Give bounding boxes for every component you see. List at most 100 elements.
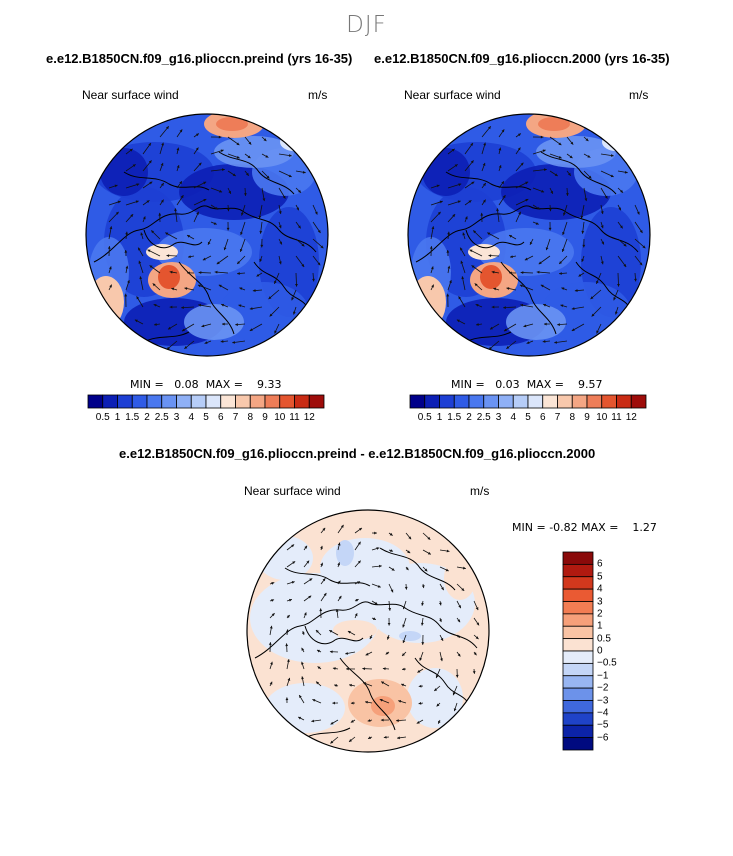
wind-vector-head	[618, 207, 621, 211]
wind-vector-head	[365, 700, 368, 704]
panel-3-title: e.e12.B1850CN.f09_g16.plioccn.preind - e…	[119, 446, 596, 461]
wind-vector-head	[350, 701, 354, 705]
colorbar-tick-label: 10	[274, 412, 286, 423]
wind-vector-head	[642, 245, 646, 249]
wind-vector-head	[476, 323, 479, 326]
wind-vector-head	[223, 247, 227, 251]
panel-2-variable: Near surface wind	[404, 88, 501, 102]
colorbar-tick-label: 2	[466, 412, 472, 423]
wind-vector-head	[402, 624, 406, 628]
wind-vector-head	[304, 545, 308, 549]
wind-vector-head	[453, 708, 457, 712]
wind-vector-head	[115, 211, 119, 215]
wind-vector-head	[176, 165, 180, 169]
panel-1-units: m/s	[308, 88, 328, 102]
wind-speed-region	[214, 136, 294, 168]
colorbar-swatch	[562, 700, 594, 714]
colorbar-tick-label: 5	[203, 412, 209, 423]
colorbar-tick-label: −1	[597, 670, 609, 682]
colorbar-tick-label: 2.5	[476, 412, 491, 423]
wind-vector-head	[285, 643, 289, 647]
wind-vector-head	[540, 284, 544, 288]
wind-vector-head	[216, 261, 220, 265]
colorbar-swatch	[176, 394, 192, 409]
wind-vectors	[429, 125, 646, 350]
wind-difference-region	[320, 538, 410, 598]
wind-vector-head	[402, 653, 405, 657]
wind-vector-head	[357, 560, 361, 564]
wind-vector-head	[613, 297, 617, 301]
wind-vector-head	[471, 265, 475, 269]
colorbar-tick-label: 4	[597, 583, 603, 595]
wind-vector-head	[389, 532, 393, 536]
wind-vector-head	[218, 135, 222, 139]
wind-vector-head	[262, 198, 266, 202]
wind-vector-head	[320, 545, 323, 549]
colorbar-swatch	[102, 394, 118, 409]
wind-vector-head	[544, 168, 547, 172]
wind-vector-head	[286, 659, 290, 663]
wind-vector-head	[315, 630, 319, 633]
wind-difference-region	[336, 540, 354, 566]
colorbar-tick-label: 4	[510, 412, 517, 423]
wind-vector-head	[329, 650, 333, 654]
wind-vector-head	[561, 287, 565, 291]
wind-vector-head	[311, 719, 315, 723]
wind-vector-head	[446, 293, 450, 297]
colorbar-swatch	[264, 394, 281, 409]
colorbar-swatch	[527, 394, 544, 409]
wind-vector-head	[418, 684, 422, 688]
wind-vector-head	[391, 567, 395, 571]
wind-vector-head	[559, 272, 562, 275]
coastline	[123, 171, 210, 191]
wind-vector-head	[496, 208, 499, 212]
colorbar-swatch	[468, 394, 485, 409]
wind-vector-head	[169, 270, 173, 274]
panel-2-min: 0.03	[495, 378, 520, 391]
wind-vector-head	[362, 667, 366, 671]
wind-vector-head	[237, 261, 241, 264]
wind-vector-head	[475, 304, 479, 307]
wind-vector-head	[452, 214, 456, 218]
wind-vector-head	[617, 283, 620, 287]
wind-vector-head	[385, 651, 389, 655]
coastline	[575, 261, 633, 313]
wind-vector-head	[301, 661, 304, 665]
wind-vector-head	[509, 271, 512, 275]
wind-vector-head	[624, 170, 628, 174]
colorbar-swatch	[562, 662, 594, 677]
wind-vector-head	[274, 330, 277, 334]
wind-vector-head	[489, 326, 493, 330]
wind-vector-head	[460, 260, 464, 264]
wind-speed-region	[146, 244, 178, 260]
wind-vector-head	[187, 235, 191, 238]
panel-2-units: m/s	[629, 88, 649, 102]
coastline	[243, 211, 317, 253]
wind-vector-head	[357, 581, 361, 584]
panel-1-min: 0.08	[174, 378, 199, 391]
colorbar-tick-label: 8	[569, 412, 576, 423]
panel-1-map	[85, 113, 329, 357]
colorbar-tick-label: 6	[539, 412, 546, 423]
wind-vector-head	[388, 608, 392, 611]
colorbar-tick-label: −4	[597, 707, 609, 719]
wind-vector-head	[151, 230, 155, 234]
wind-vector-head	[187, 271, 190, 275]
wind-vector-head	[125, 231, 129, 235]
wind-vector-head	[299, 695, 302, 699]
wind-vector-head	[282, 195, 286, 199]
wind-vector-head	[587, 155, 591, 158]
wind-vector-head	[523, 324, 527, 328]
wind-vector-head	[378, 564, 382, 568]
wind-vector-head	[596, 330, 599, 334]
wind-vector-head	[236, 155, 240, 159]
wind-vector-head	[634, 278, 637, 282]
wind-vector-head	[160, 199, 164, 203]
map-border	[246, 509, 490, 753]
wind-vector-head	[354, 613, 358, 617]
wind-vector-head	[380, 718, 384, 722]
wind-vector-head	[195, 147, 199, 151]
colorbar-swatch	[562, 712, 594, 726]
wind-vector-head	[201, 324, 205, 328]
wind-vector-head	[179, 129, 183, 133]
